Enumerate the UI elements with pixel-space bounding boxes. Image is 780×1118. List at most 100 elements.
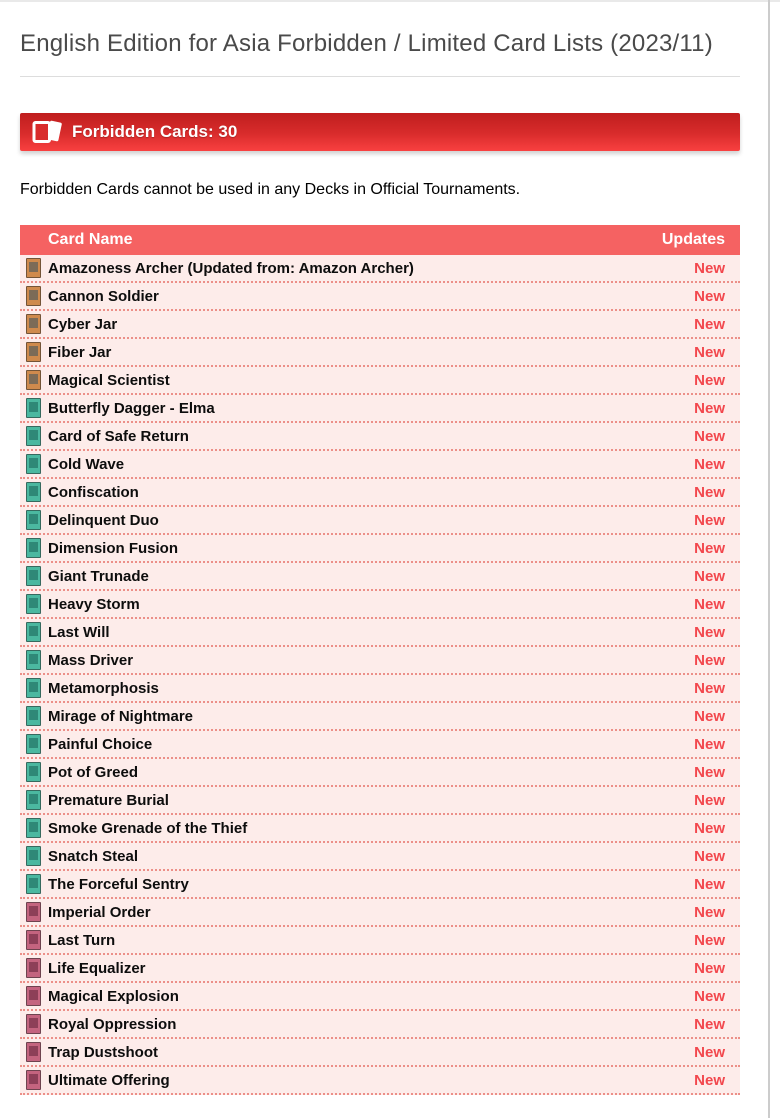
card-name: Amazoness Archer (Updated from: Amazon A… [48, 259, 414, 277]
table-row[interactable]: Life Equalizer New [20, 955, 740, 983]
update-badge: New [694, 959, 725, 977]
spell-card-icon [26, 454, 41, 474]
table-row[interactable]: Last Will New [20, 619, 740, 647]
card-name: Royal Oppression [48, 1015, 177, 1033]
table-row[interactable]: Ultimate Offering New [20, 1067, 740, 1095]
spell-card-icon [26, 510, 41, 530]
update-badge: New [694, 651, 725, 669]
monster-card-icon [26, 342, 41, 362]
column-header-card-name: Card Name [48, 231, 133, 248]
title-divider [20, 76, 740, 77]
card-name: Mass Driver [48, 651, 134, 669]
table-row[interactable]: Cold Wave New [20, 451, 740, 479]
card-name: Metamorphosis [48, 679, 159, 697]
spell-card-icon [26, 622, 41, 642]
table-header-row: Card Name Updates [20, 225, 740, 255]
update-badge: New [694, 455, 725, 473]
table-row[interactable]: Painful Choice New [20, 731, 740, 759]
card-name: Smoke Grenade of the Thief [48, 819, 248, 837]
table-row[interactable]: Butterfly Dagger - Elma New [20, 395, 740, 423]
card-name: Dimension Fusion [48, 539, 179, 557]
table-row[interactable]: Giant Trunade New [20, 563, 740, 591]
table-row[interactable]: Cyber Jar New [20, 311, 740, 339]
update-badge: New [694, 763, 725, 781]
spell-card-icon [26, 790, 41, 810]
card-name: Snatch Steal [48, 847, 139, 865]
spell-card-icon [26, 538, 41, 558]
spell-card-icon [26, 678, 41, 698]
table-row[interactable]: Heavy Storm New [20, 591, 740, 619]
top-edge-divider [0, 0, 780, 2]
card-name: Fiber Jar [48, 343, 112, 361]
table-row[interactable]: Amazoness Archer (Updated from: Amazon A… [20, 255, 740, 283]
table-row[interactable]: Mirage of Nightmare New [20, 703, 740, 731]
update-badge: New [694, 1043, 725, 1061]
update-badge: New [694, 371, 725, 389]
trap-card-icon [26, 958, 41, 978]
card-name: Trap Dustshoot [48, 1043, 159, 1061]
table-row[interactable]: Magical Scientist New [20, 367, 740, 395]
update-badge: New [694, 1015, 725, 1033]
spell-card-icon [26, 594, 41, 614]
forbidden-cards-banner: Forbidden Cards: 30 [20, 113, 740, 151]
trap-card-icon [26, 930, 41, 950]
table-row[interactable]: Magical Explosion New [20, 983, 740, 1011]
table-row[interactable]: Imperial Order New [20, 899, 740, 927]
card-name: Premature Burial [48, 791, 169, 809]
update-badge: New [694, 287, 725, 305]
forbidden-description: Forbidden Cards cannot be used in any De… [20, 181, 521, 198]
cards-icon [32, 120, 62, 143]
card-name: Confiscation [48, 483, 139, 501]
trap-card-icon [26, 1070, 41, 1090]
forbidden-card-table: Card Name Updates Amazoness Archer (Upda… [20, 225, 740, 1095]
table-row[interactable]: Royal Oppression New [20, 1011, 740, 1039]
monster-card-icon [26, 314, 41, 334]
card-name: Pot of Greed [48, 763, 139, 781]
page-title: English Edition for Asia Forbidden / Lim… [20, 30, 713, 57]
table-row[interactable]: Trap Dustshoot New [20, 1039, 740, 1067]
card-name: Cyber Jar [48, 315, 118, 333]
update-badge: New [694, 595, 725, 613]
update-badge: New [694, 399, 725, 417]
table-row[interactable]: Delinquent Duo New [20, 507, 740, 535]
table-row[interactable]: Last Turn New [20, 927, 740, 955]
table-row[interactable]: Confiscation New [20, 479, 740, 507]
card-name: Heavy Storm [48, 595, 140, 613]
card-name: Imperial Order [48, 903, 151, 921]
spell-card-icon [26, 482, 41, 502]
update-badge: New [694, 903, 725, 921]
spell-card-icon [26, 762, 41, 782]
trap-card-icon [26, 1014, 41, 1034]
update-badge: New [694, 483, 725, 501]
update-badge: New [694, 679, 725, 697]
card-name: Last Will [48, 623, 110, 641]
table-row[interactable]: Metamorphosis New [20, 675, 740, 703]
table-row[interactable]: Snatch Steal New [20, 843, 740, 871]
update-badge: New [694, 735, 725, 753]
card-name: Giant Trunade [48, 567, 149, 585]
card-name: Mirage of Nightmare [48, 707, 194, 725]
card-table-body: Amazoness Archer (Updated from: Amazon A… [20, 255, 740, 1095]
table-row[interactable]: Smoke Grenade of the Thief New [20, 815, 740, 843]
table-row[interactable]: The Forceful Sentry New [20, 871, 740, 899]
trap-card-icon [26, 902, 41, 922]
spell-card-icon [26, 818, 41, 838]
monster-card-icon [26, 258, 41, 278]
card-name: Delinquent Duo [48, 511, 159, 529]
table-row[interactable]: Dimension Fusion New [20, 535, 740, 563]
card-name: Ultimate Offering [48, 1071, 170, 1089]
update-badge: New [694, 791, 725, 809]
table-row[interactable]: Premature Burial New [20, 787, 740, 815]
table-row[interactable]: Fiber Jar New [20, 339, 740, 367]
update-badge: New [694, 511, 725, 529]
table-row[interactable]: Cannon Soldier New [20, 283, 740, 311]
card-name: Magical Scientist [48, 371, 170, 389]
page: English Edition for Asia Forbidden / Lim… [20, 30, 740, 1095]
table-row[interactable]: Pot of Greed New [20, 759, 740, 787]
table-row[interactable]: Mass Driver New [20, 647, 740, 675]
update-badge: New [694, 819, 725, 837]
page-right-edge [768, 0, 770, 1118]
update-badge: New [694, 427, 725, 445]
spell-card-icon [26, 846, 41, 866]
table-row[interactable]: Card of Safe Return New [20, 423, 740, 451]
